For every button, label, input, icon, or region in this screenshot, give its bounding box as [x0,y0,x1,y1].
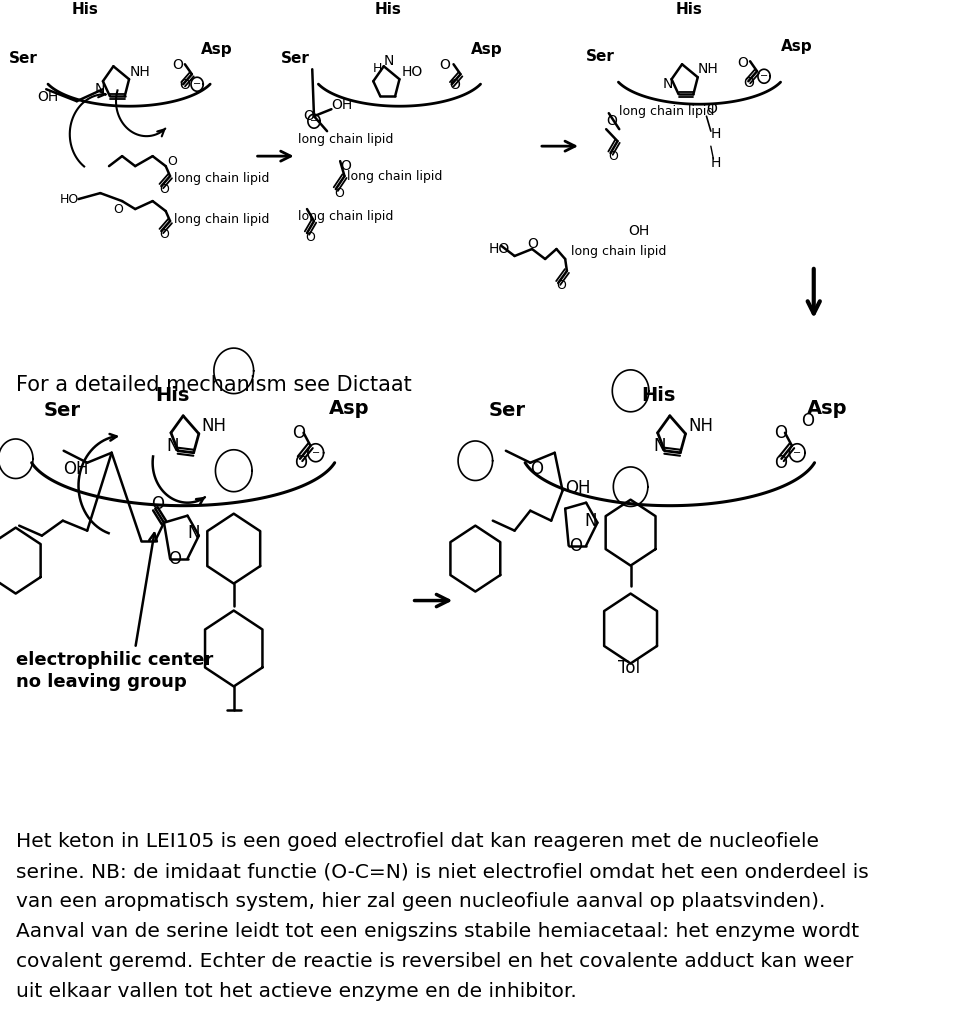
Text: Asp: Asp [329,399,370,418]
Text: His: His [641,386,676,405]
Text: O: O [528,237,539,251]
Text: OH: OH [331,98,352,112]
Text: HO: HO [489,242,510,256]
Text: long chain lipid: long chain lipid [619,105,714,118]
Text: long chain lipid: long chain lipid [175,172,270,184]
Text: long chain lipid: long chain lipid [348,170,443,182]
Text: −: − [193,79,202,90]
Text: O: O [179,78,190,93]
Text: O: O [530,460,543,477]
Text: HO: HO [401,65,422,79]
Text: O: O [737,56,748,70]
Text: long chain lipid: long chain lipid [299,210,394,223]
Text: O: O [568,536,582,555]
Text: no leaving group: no leaving group [15,674,186,691]
Text: O: O [557,280,566,292]
Text: O: O [606,114,617,128]
Text: Ser: Ser [9,51,37,66]
Text: Het keton in LEI105 is een goed electrofiel dat kan reageren met de nucleofiele: Het keton in LEI105 is een goed electrof… [15,833,819,851]
Text: electrophilic center: electrophilic center [15,652,213,670]
Text: van een aropmatisch system, hier zal geen nucleofiule aanval op plaatsvinden).: van een aropmatisch system, hier zal gee… [15,892,825,911]
Text: His: His [156,386,190,405]
Text: O: O [303,109,314,123]
Text: N: N [653,437,666,455]
Text: Asp: Asp [780,39,812,54]
Text: His: His [676,2,703,17]
Text: Ser: Ser [587,49,615,64]
Text: NH: NH [202,416,227,435]
Text: Ser: Ser [489,401,525,420]
Text: uit elkaar vallen tot het actieve enzyme en de inhibitor.: uit elkaar vallen tot het actieve enzyme… [15,982,576,1001]
Text: NH: NH [688,416,713,435]
Text: OH: OH [565,478,590,497]
Text: O: O [707,102,717,116]
Text: long chain lipid: long chain lipid [299,132,394,146]
Text: N: N [662,77,673,92]
Text: H: H [372,62,382,74]
Text: O: O [608,150,618,163]
Text: H: H [710,127,721,142]
Text: O: O [159,228,170,240]
Text: O: O [334,186,344,200]
Text: Ser: Ser [281,51,310,66]
Text: O: O [292,423,305,442]
Text: Aanval van de serine leidt tot een enigszins stabile hemiacetaal: het enzyme wor: Aanval van de serine leidt tot een enigs… [15,922,859,941]
Text: O: O [743,76,754,91]
Text: N: N [585,512,597,529]
Text: O: O [305,230,315,243]
Text: O: O [775,454,787,471]
Text: O: O [774,423,786,442]
Text: N: N [167,437,180,455]
Text: O: O [340,159,351,173]
Text: Tol: Tol [617,660,639,677]
Text: H: H [710,156,721,170]
Text: Asp: Asp [201,42,232,57]
Text: NH: NH [698,62,718,76]
Text: O: O [801,412,814,430]
Text: For a detailed mechanism see Dictaat: For a detailed mechanism see Dictaat [15,375,412,395]
Text: −: − [312,448,320,458]
Text: NH: NH [130,65,151,79]
Text: −: − [793,448,802,458]
Text: N: N [94,82,105,97]
Text: O: O [113,203,123,216]
Text: O: O [172,58,182,72]
Text: O: O [449,78,460,93]
Text: long chain lipid: long chain lipid [571,244,666,258]
Text: O: O [167,155,178,168]
Text: serine. NB: de imidaat functie (O-C=N) is niet electrofiel omdat het een onderde: serine. NB: de imidaat functie (O-C=N) i… [15,862,869,882]
Text: N: N [384,54,395,68]
Text: −: − [310,116,318,126]
Text: OH: OH [628,224,649,238]
Text: covalent geremd. Echter de reactie is reversibel en het covalente adduct kan wee: covalent geremd. Echter de reactie is re… [15,952,852,971]
Text: His: His [71,2,98,17]
Text: O: O [440,58,450,72]
Text: −: − [760,71,768,81]
Text: HO: HO [60,192,79,206]
Text: O: O [168,550,181,568]
Text: Asp: Asp [471,42,503,57]
Text: His: His [374,2,401,17]
Text: long chain lipid: long chain lipid [175,213,270,226]
Text: N: N [187,523,200,542]
Text: O: O [294,454,307,471]
Text: Ser: Ser [43,401,81,420]
Text: O: O [151,495,164,513]
Text: OH: OH [37,91,59,104]
Text: OH: OH [62,460,88,477]
Text: O: O [159,182,170,195]
Text: Asp: Asp [806,399,848,418]
